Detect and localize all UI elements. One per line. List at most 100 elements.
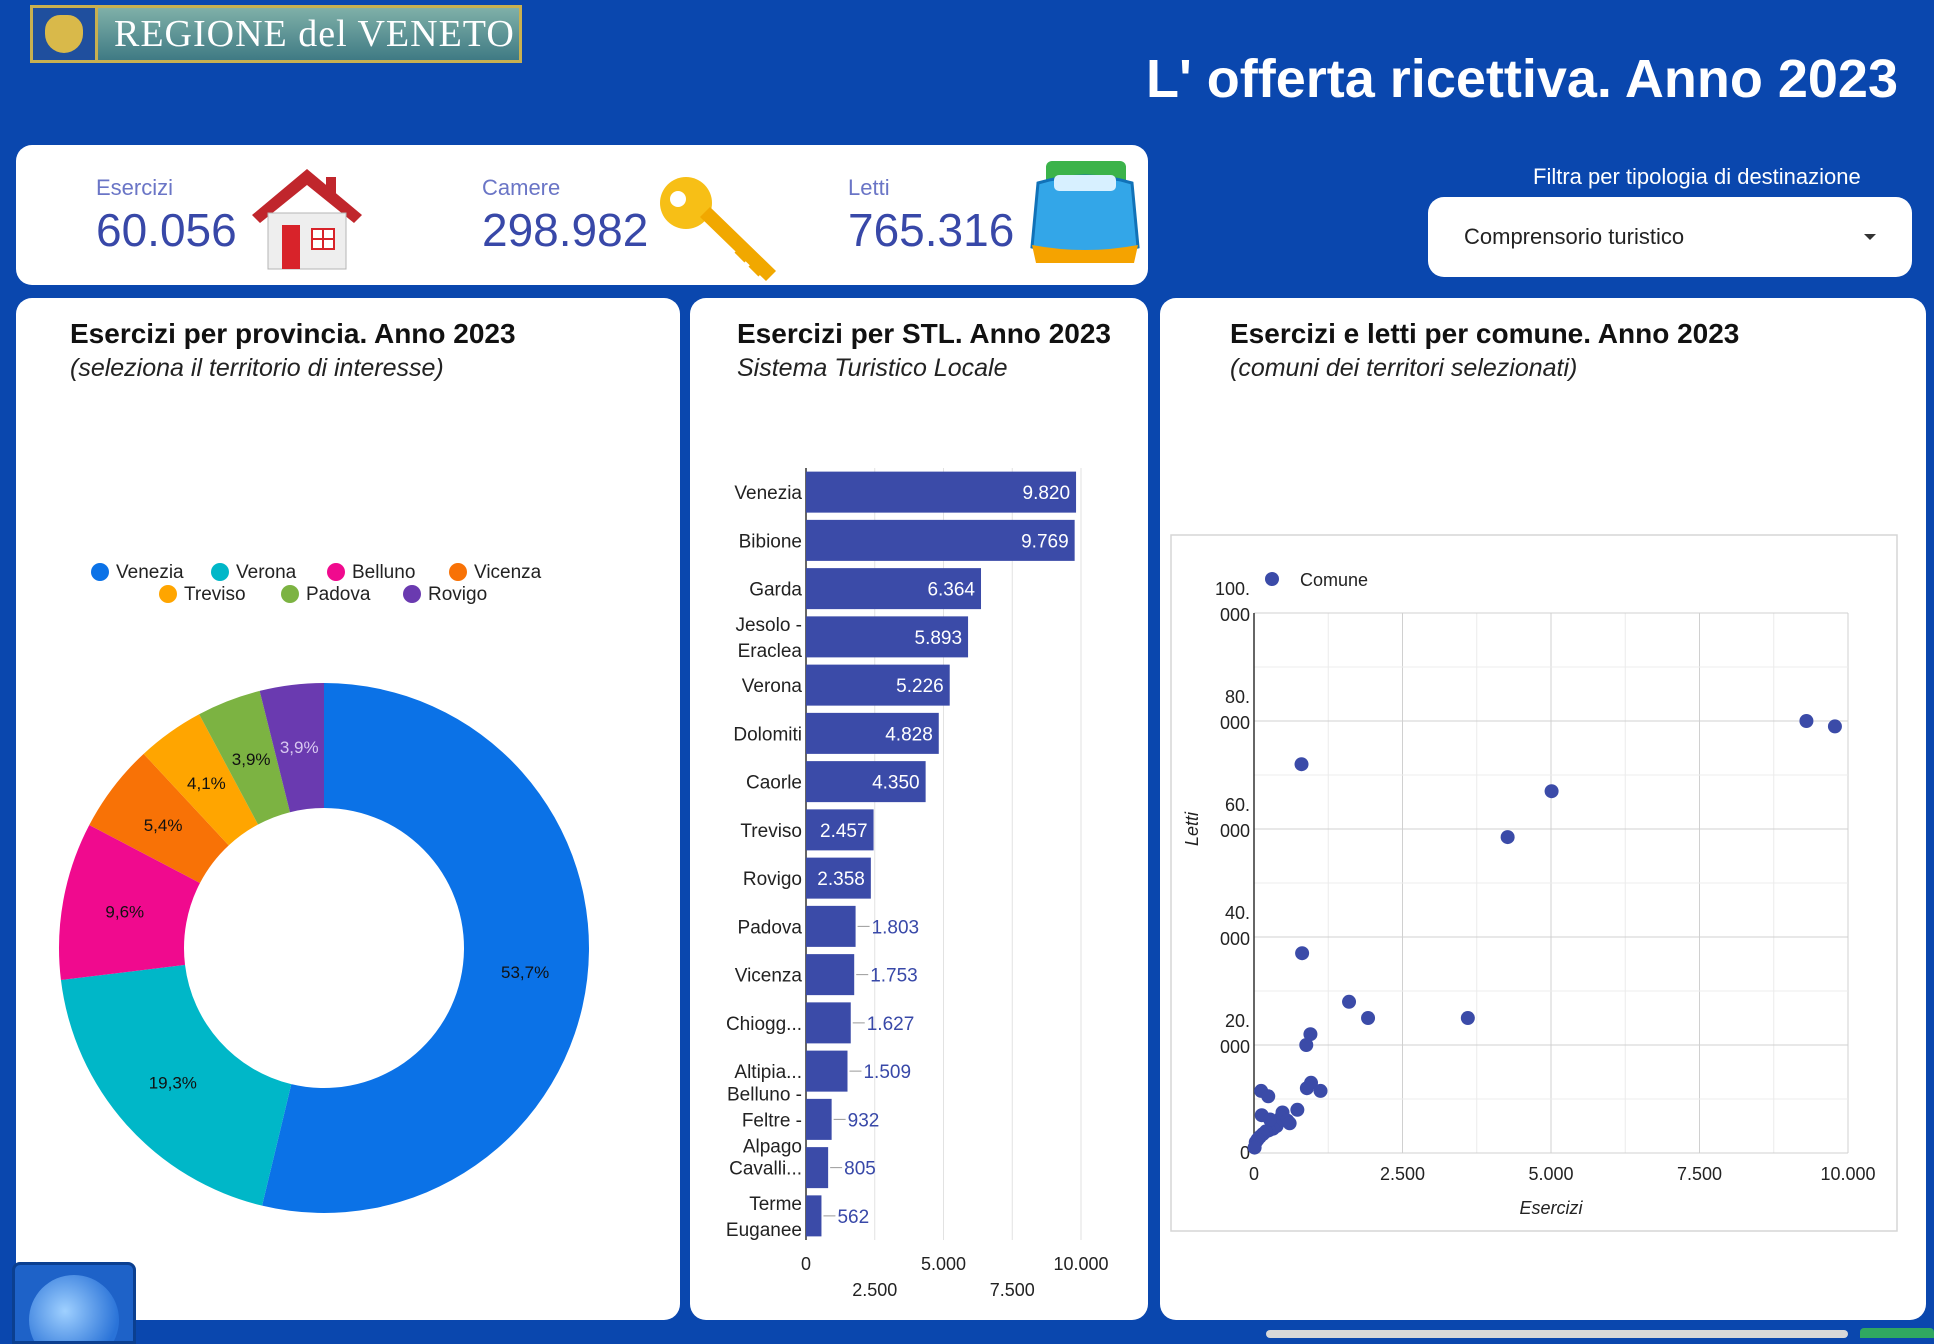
- bar[interactable]: [806, 712, 939, 754]
- bar[interactable]: [806, 1098, 832, 1140]
- donut-slice-treviso[interactable]: [143, 714, 259, 846]
- legend-marker: [281, 585, 299, 603]
- donut-slice-belluno[interactable]: [59, 824, 200, 981]
- bar-value-label: 9.820: [1023, 483, 1071, 504]
- bar-value-label: 6.364: [927, 580, 975, 601]
- filter-label: Filtra per tipologia di destinazione: [1533, 164, 1861, 189]
- y-tick-label: 0: [1240, 1143, 1250, 1163]
- scatter-point[interactable]: [1799, 714, 1814, 728]
- scatter-point[interactable]: [1282, 1116, 1297, 1131]
- bar[interactable]: [806, 664, 950, 706]
- slice-value-label: 3,9%: [232, 750, 271, 769]
- scatter-point[interactable]: [1313, 1083, 1328, 1098]
- bar[interactable]: [806, 519, 1075, 561]
- destination-type-dropdown[interactable]: Comprensorio turistico: [1428, 197, 1912, 277]
- scatter-point[interactable]: [1500, 830, 1515, 845]
- legend-marker: [1265, 572, 1279, 586]
- kpi-value: 298.982: [482, 204, 649, 256]
- legend-item-padova[interactable]: Padova: [281, 584, 371, 605]
- scatter-point[interactable]: [1361, 1011, 1376, 1025]
- bar[interactable]: [806, 1050, 848, 1092]
- panel-subtitle: Sistema Turistico Locale: [737, 354, 1008, 382]
- bar[interactable]: [806, 1195, 822, 1237]
- legend-item-vicenza[interactable]: Vicenza: [449, 562, 542, 583]
- scatter-point[interactable]: [1290, 1102, 1305, 1117]
- category-label: Belluno -Feltre -Alpago: [727, 1084, 802, 1157]
- panel-title: Esercizi per STL. Anno 2023: [737, 318, 1111, 349]
- bar[interactable]: [806, 761, 926, 803]
- donut-chart[interactable]: Venezia Verona Belluno Vicenza Treviso Padova…: [16, 298, 680, 1298]
- bar-value-label: 805: [844, 1159, 876, 1180]
- bar[interactable]: [806, 954, 855, 996]
- scatter-point[interactable]: [1261, 1089, 1276, 1104]
- bar[interactable]: [806, 857, 871, 899]
- bar-value-label: 2.457: [820, 821, 868, 842]
- donut-slice-verona[interactable]: [60, 964, 292, 1206]
- legend-item-venezia[interactable]: Venezia: [91, 562, 184, 583]
- kpi-esercizi: Esercizi 60.056: [96, 175, 237, 257]
- scatter-point[interactable]: [1299, 1038, 1314, 1052]
- legend-marker: [159, 585, 177, 603]
- bar-value-label: 5.893: [915, 628, 963, 649]
- scatter-point[interactable]: [1299, 1081, 1314, 1096]
- scatter-point[interactable]: [1460, 1011, 1475, 1025]
- category-label: Verona: [742, 676, 803, 697]
- bar-value-label: 1.627: [867, 1014, 915, 1035]
- scatter-point[interactable]: [1295, 946, 1310, 961]
- bar[interactable]: [806, 616, 969, 658]
- bar-value-label: 5.226: [896, 676, 944, 697]
- globe-logo-icon[interactable]: [12, 1262, 136, 1344]
- bar[interactable]: [806, 568, 982, 610]
- donut-slice-rovigo[interactable]: [259, 683, 324, 813]
- scatter-point[interactable]: [1247, 1140, 1262, 1155]
- category-label: Padova: [738, 917, 803, 938]
- scatter-point[interactable]: [1263, 1112, 1278, 1127]
- legend-item-rovigo[interactable]: Rovigo: [403, 584, 487, 605]
- x-tick-label: 7.500: [1677, 1164, 1722, 1184]
- bar[interactable]: [806, 1002, 851, 1044]
- bar-value-label: 4.350: [872, 773, 920, 794]
- horizontal-scrollbar[interactable]: [1266, 1330, 1848, 1338]
- bar-value-label: 1.753: [870, 966, 918, 987]
- scatter-point[interactable]: [1827, 719, 1842, 734]
- donut-slice-padova[interactable]: [199, 690, 291, 825]
- kpi-value: 60.056: [96, 204, 237, 256]
- category-label: Terme Euganee: [726, 1194, 802, 1241]
- slice-value-label: 4,1%: [187, 774, 226, 793]
- kpi-label: Letti: [848, 175, 890, 200]
- donut-slice-vicenza[interactable]: [89, 753, 229, 884]
- category-label: Caorle: [746, 773, 802, 794]
- category-label: Cavalli...: [729, 1159, 802, 1180]
- category-label: Chiogg...: [726, 1014, 802, 1035]
- legend-item-treviso[interactable]: Treviso: [159, 584, 246, 605]
- comune-scatter-chart[interactable]: 0 20. 000 40. 000 60. 000 80. 000 100. 000 0 2.500 5.…: [1160, 298, 1926, 1298]
- x-tick-label: 2.500: [1380, 1164, 1425, 1184]
- legend-item-verona[interactable]: Verona: [211, 562, 297, 583]
- scatter-point[interactable]: [1342, 994, 1357, 1009]
- slice-value-label: 9,6%: [105, 903, 144, 922]
- page-title: L' offerta ricettiva. Anno 2023: [1145, 49, 1898, 109]
- x-tick-label: 0: [801, 1254, 811, 1274]
- scatter-point[interactable]: [1544, 784, 1559, 799]
- y-tick-label: 40. 000: [1220, 903, 1250, 949]
- legend-marker: [91, 563, 109, 581]
- bar[interactable]: [806, 905, 856, 947]
- bar[interactable]: [806, 1147, 829, 1189]
- stl-bar-chart[interactable]: Venezia 9.820 Bibione 9.769 Garda 6.364 Jesolo…: [690, 298, 1148, 1298]
- y-axis-title: Letti: [1182, 811, 1202, 846]
- legend-label: Belluno: [352, 562, 415, 583]
- legend-label: Comune: [1300, 570, 1368, 590]
- donut-slice-venezia[interactable]: [262, 683, 589, 1213]
- kpi-label: Esercizi: [96, 175, 174, 200]
- status-tab: [1860, 1328, 1934, 1338]
- category-label: Dolomiti: [733, 724, 802, 745]
- bar[interactable]: [806, 809, 874, 851]
- legend-label: Venezia: [116, 562, 184, 583]
- scatter-point[interactable]: [1303, 1027, 1318, 1042]
- panel-subtitle: (seleziona il territorio di interesse): [70, 354, 444, 382]
- house-icon: [252, 169, 362, 270]
- bar[interactable]: [806, 471, 1077, 513]
- slice-value-label: 3,9%: [280, 738, 319, 757]
- scatter-point[interactable]: [1294, 757, 1309, 772]
- legend-item-belluno[interactable]: Belluno: [327, 562, 415, 583]
